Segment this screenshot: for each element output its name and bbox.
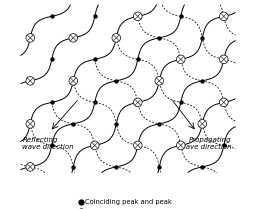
Point (157, 122, 161, 126)
Legend: Coinciding peak and peak, Coinciding peak and trough: Coinciding peak and peak, Coinciding pea… (76, 197, 180, 209)
Point (179, 15, 183, 18)
Point (93, 58, 97, 61)
Point (114, 122, 118, 126)
Text: Propagating
wave direction: Propagating wave direction (180, 137, 232, 150)
Circle shape (155, 76, 164, 85)
Text: Reflecting
wave direction: Reflecting wave direction (23, 137, 74, 150)
Circle shape (219, 55, 228, 64)
Point (93, 101, 97, 104)
Circle shape (69, 33, 78, 42)
Circle shape (176, 141, 185, 150)
Point (200, 165, 204, 168)
Point (71, 165, 75, 168)
Point (157, 165, 161, 168)
Circle shape (198, 120, 207, 128)
Circle shape (176, 55, 185, 64)
Point (222, 144, 226, 147)
Point (157, 36, 161, 40)
Point (93, 15, 97, 18)
Point (114, 165, 118, 168)
Circle shape (26, 76, 35, 85)
Point (71, 122, 75, 126)
Circle shape (26, 33, 35, 42)
Point (179, 101, 183, 104)
Point (200, 79, 204, 83)
Point (50, 144, 54, 147)
Point (114, 79, 118, 83)
Point (136, 58, 140, 61)
Circle shape (133, 98, 142, 107)
Circle shape (133, 141, 142, 150)
Circle shape (219, 12, 228, 21)
Point (50, 58, 54, 61)
Circle shape (112, 33, 121, 42)
Circle shape (133, 12, 142, 21)
Point (50, 101, 54, 104)
Circle shape (26, 163, 35, 171)
Point (50, 15, 54, 18)
Circle shape (90, 141, 99, 150)
Circle shape (69, 76, 78, 85)
Circle shape (219, 98, 228, 107)
Point (200, 36, 204, 40)
Circle shape (26, 120, 35, 128)
